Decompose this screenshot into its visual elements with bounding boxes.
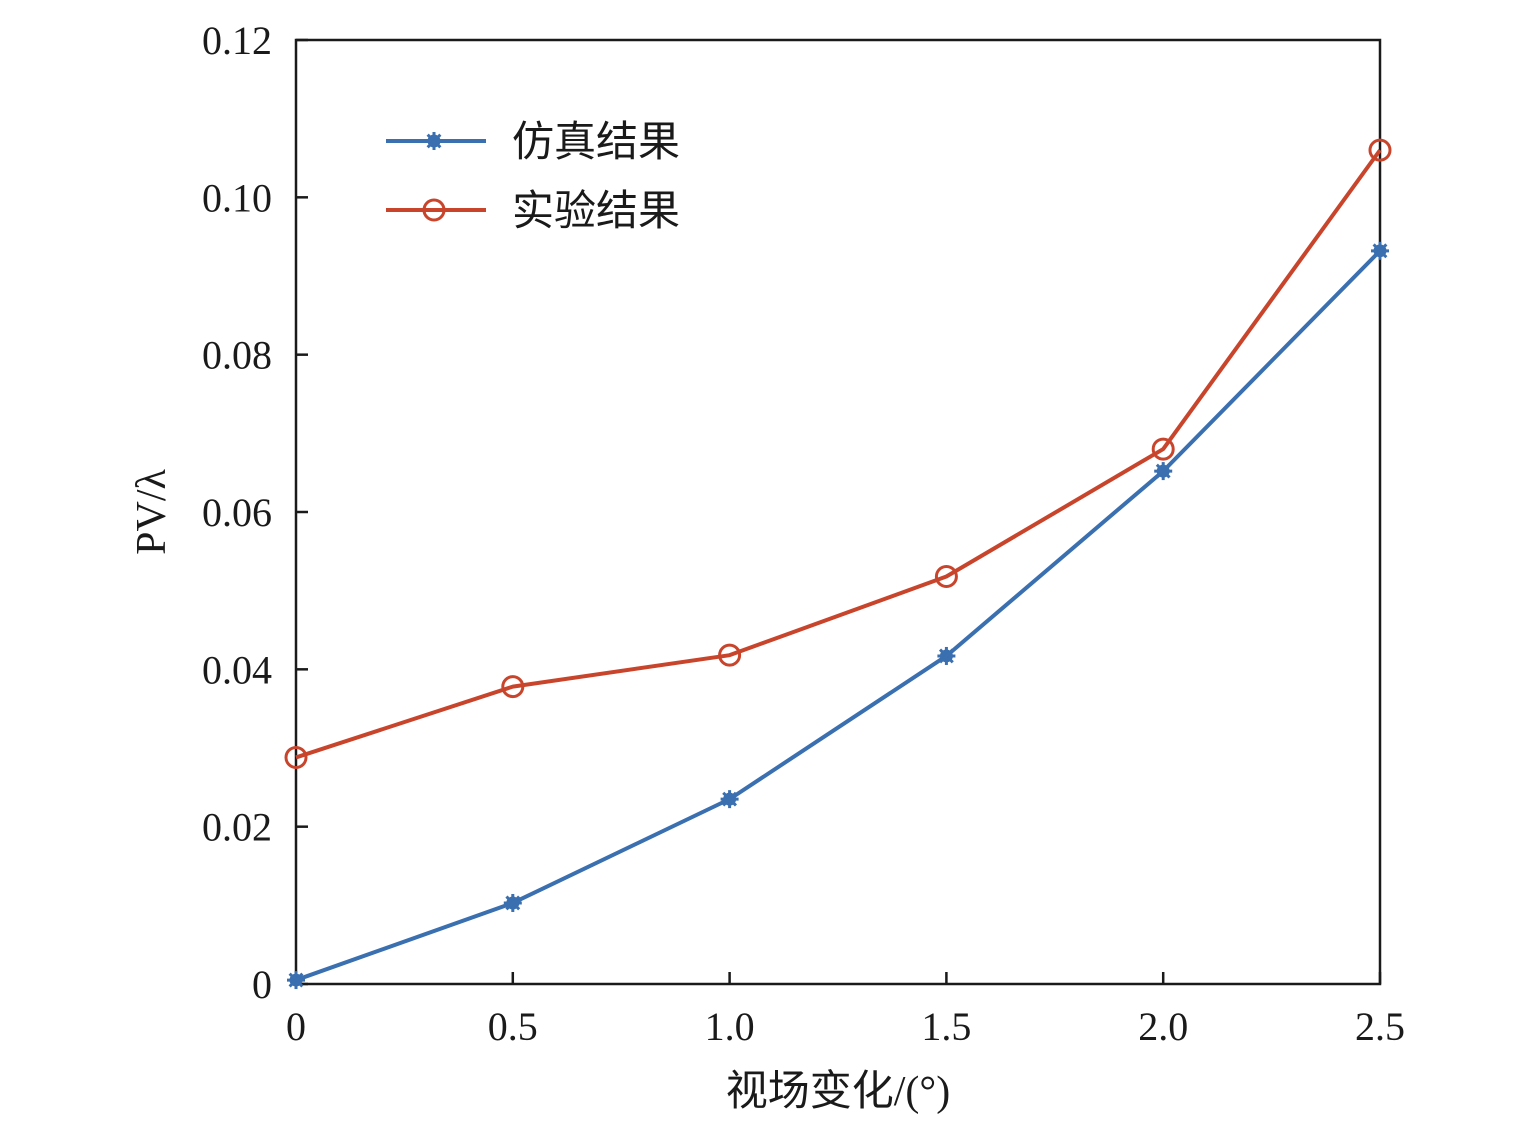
data-point-star [937,646,956,665]
x-tick-label: 2.0 [1138,1004,1188,1049]
legend-item: 实验结果 [386,188,680,235]
x-axis: 0 0.5 1.0 1.5 2.0 2.5 [286,972,1405,1049]
y-tick-label: 0.06 [202,490,272,535]
y-axis: 0 0.02 0.04 0.06 0.08 0.10 0.12 [202,18,308,1007]
data-point-star [287,971,305,990]
data-point-circle [422,198,446,222]
data-point-star [503,893,522,912]
series-layer [284,138,1392,990]
series-2 [284,138,1392,769]
x-tick-label: 1.5 [921,1004,971,1049]
data-point-circle [284,745,308,769]
plot-frame [294,38,1382,986]
data-point-circle [501,675,525,699]
data-point-circle [934,565,958,589]
y-tick-label: 0.12 [202,18,272,63]
y-tick-label: 0.04 [202,647,272,692]
y-tick-label: 0.02 [202,805,272,850]
legend-label: 仿真结果 [512,120,680,166]
data-point-circle [1368,138,1392,162]
x-tick-label: 1.0 [705,1004,755,1049]
data-point-circle [718,643,742,667]
data-point-star [720,790,739,809]
y-tick-label: 0.10 [202,175,272,220]
y-tick-label: 0.08 [202,333,272,378]
y-axis-title: PV/λ [129,469,175,555]
legend-item: 仿真结果 [386,120,680,166]
x-tick-label: 0 [286,1004,306,1049]
data-point-circle [1151,437,1175,461]
x-axis-title: 视场变化/(°) [726,1068,950,1115]
series-line [295,148,1382,760]
data-point-star [1371,241,1389,260]
series-line [295,249,1382,982]
x-tick-label: 2.5 [1355,1004,1405,1049]
y-tick-label: 0 [252,962,272,1007]
series-1 [287,241,1389,990]
legend-label: 实验结果 [512,188,680,235]
x-tick-label: 0.5 [488,1004,538,1049]
data-point-star [1154,462,1173,481]
data-point-star [425,132,443,150]
